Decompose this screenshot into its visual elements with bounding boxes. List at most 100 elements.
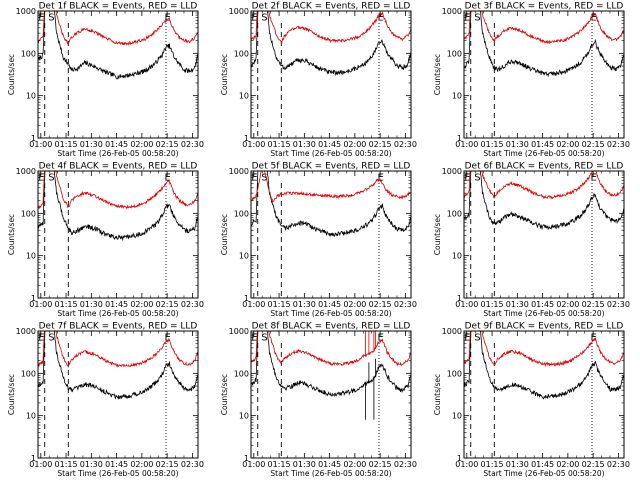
plot-frame [463,10,625,139]
y-tick-label: 1000 [229,327,249,336]
x-tick-label: 01:30 [80,140,103,149]
x-tick-label: 01:30 [293,300,316,309]
x-tick-label: 01:00 [455,460,478,469]
y-tick-label: 1000 [16,167,36,176]
x-tick-label: 02:30 [181,140,204,149]
flag-label: E [251,13,257,24]
x-tick-label: 01:45 [531,300,554,309]
x-tick-label: 02:15 [369,460,392,469]
y-tick-label: 100 [21,369,36,378]
x-axis-label: Start Time (26-Feb-05 00:58:20) [483,149,604,158]
flag-label: E [38,333,44,344]
y-axis-label: Counts/sec [7,214,16,255]
x-tick-label: 01:00 [29,140,52,149]
plot-frame [37,10,199,139]
series-line-events [38,171,198,242]
flag-label: E [251,333,257,344]
x-tick-label: 02:15 [156,140,179,149]
y-axis-label: Counts/sec [220,374,229,415]
x-tick-label: 01:30 [293,140,316,149]
series-line-lld [38,11,198,46]
x-tick-label: 02:30 [394,140,417,149]
y-tick-label: 1 [31,454,36,463]
flag-label: S [261,173,267,184]
x-tick-label: 02:00 [343,300,366,309]
series-line-events [464,171,624,231]
x-tick-label: 02:00 [343,140,366,149]
y-tick-label: 1 [457,454,462,463]
y-tick-label: 10 [239,412,249,421]
x-tick-label: 01:30 [506,300,529,309]
x-tick-label: 02:15 [369,300,392,309]
y-tick-label: 1 [244,134,249,143]
flag-label: E [591,13,597,24]
x-tick-label: 01:15 [55,460,78,469]
panel-title: Det 3f BLACK = Events, RED = LLD [465,2,624,12]
plot-frame [37,170,199,299]
plot-frame [250,10,412,139]
x-tick-label: 01:15 [268,300,291,309]
flag-label: E [38,173,44,184]
flag-label: S [48,333,54,344]
x-tick-label: 01:15 [481,140,504,149]
y-tick-label: 1000 [442,7,462,16]
x-tick-label: 01:00 [455,300,478,309]
series-line-lld [251,171,411,203]
y-tick-label: 100 [234,49,249,58]
y-tick-label: 1 [31,134,36,143]
flag-label: S [474,13,480,24]
y-tick-label: 10 [452,252,462,261]
x-axis-label: Start Time (26-Feb-05 00:58:20) [270,309,391,318]
x-tick-label: 02:30 [607,140,630,149]
x-tick-label: 02:30 [607,300,630,309]
x-tick-label: 01:00 [242,460,265,469]
x-tick-label: 01:30 [80,460,103,469]
y-tick-label: 10 [452,412,462,421]
flag-label: E [38,13,44,24]
y-tick-label: 10 [26,412,36,421]
y-tick-label: 100 [21,209,36,218]
x-tick-label: 01:45 [318,300,341,309]
y-tick-label: 1 [457,134,462,143]
plot-frame [463,170,625,299]
x-tick-label: 01:00 [29,460,52,469]
x-tick-label: 01:45 [105,300,128,309]
x-tick-label: 02:30 [394,460,417,469]
series-line-events [251,331,411,420]
y-tick-label: 1000 [229,7,249,16]
x-tick-label: 01:15 [55,140,78,149]
x-tick-label: 02:15 [369,140,392,149]
y-tick-label: 1000 [442,167,462,176]
flag-label: S [48,13,54,24]
y-axis-label: Counts/sec [7,374,16,415]
series-line-events [38,331,198,400]
plot-frame [250,170,412,299]
series-line-events [464,331,624,400]
flag-label: E [165,173,171,184]
flag-label: E [464,173,470,184]
y-axis-label: Counts/sec [433,214,442,255]
x-tick-label: 01:45 [531,460,554,469]
series-line-events [38,11,198,80]
series-line-events [251,11,411,77]
flag-label: E [378,173,384,184]
flag-label: S [261,13,267,24]
x-tick-label: 01:00 [455,140,478,149]
flag-label: E [165,13,171,24]
panel-title: Det 6f BLACK = Events, RED = LLD [465,162,624,172]
x-tick-label: 01:30 [80,300,103,309]
y-tick-label: 100 [234,209,249,218]
flag-label: E [165,333,171,344]
y-tick-label: 100 [447,209,462,218]
series-line-events [464,11,624,78]
x-tick-label: 01:45 [105,460,128,469]
y-tick-label: 100 [21,49,36,58]
series-line-lld [251,11,411,44]
x-tick-label: 01:15 [481,300,504,309]
